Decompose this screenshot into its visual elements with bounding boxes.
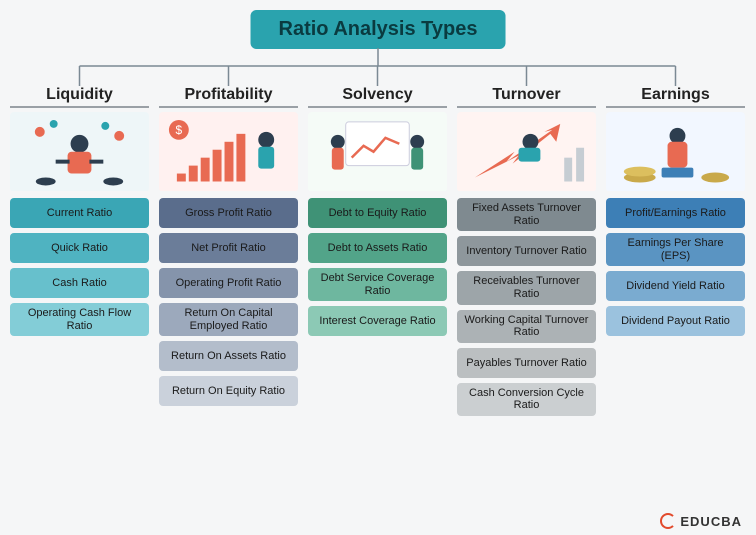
ratio-item: Debt to Equity Ratio: [308, 198, 447, 228]
ratio-item: Interest Coverage Ratio: [308, 306, 447, 336]
ratio-item: Return On Capital Employed Ratio: [159, 303, 298, 336]
ratio-item: Receivables Turnover Ratio: [457, 271, 596, 304]
ratio-item: Fixed Assets Turnover Ratio: [457, 198, 596, 231]
ratio-item: Gross Profit Ratio: [159, 198, 298, 228]
ratio-item: Dividend Payout Ratio: [606, 306, 745, 336]
ratio-list: Fixed Assets Turnover Ratio Inventory Tur…: [457, 198, 596, 416]
logo-text: EDUCBA: [680, 514, 742, 529]
ratio-list: Debt to Equity Ratio Debt to Assets Ratio…: [308, 198, 447, 336]
ratio-item: Inventory Turnover Ratio: [457, 236, 596, 266]
ratio-item: Profit/Earnings Ratio: [606, 198, 745, 228]
ratio-item: Earnings Per Share (EPS): [606, 233, 745, 266]
divider: [159, 106, 298, 108]
ratio-list: Gross Profit Ratio Net Profit Ratio Operat…: [159, 198, 298, 406]
ratio-list: Profit/Earnings Ratio Earnings Per Share …: [606, 198, 745, 336]
ratio-item: Working Capital Turnover Ratio: [457, 310, 596, 343]
ratio-item: Quick Ratio: [10, 233, 149, 263]
ratio-item: Operating Cash Flow Ratio: [10, 303, 149, 336]
illustration: [10, 112, 149, 192]
ratio-item: Payables Turnover Ratio: [457, 348, 596, 378]
column-header: Turnover: [492, 86, 560, 104]
ratio-item: Cash Ratio: [10, 268, 149, 298]
ratio-item: Current Ratio: [10, 198, 149, 228]
column-header: Solvency: [342, 86, 412, 104]
column-solvency: Solvency Debt to Equity Ratio Debt to Asse…: [308, 86, 447, 416]
illustration: [606, 112, 745, 192]
ratio-item: Debt Service Coverage Ratio: [308, 268, 447, 301]
ratio-item: Return On Assets Ratio: [159, 341, 298, 371]
divider: [308, 106, 447, 108]
ratio-item: Dividend Yield Ratio: [606, 271, 745, 301]
main-title: Ratio Analysis Types: [251, 10, 506, 49]
svg-text:$: $: [176, 123, 183, 137]
ratio-item: Operating Profit Ratio: [159, 268, 298, 298]
illustration: [457, 112, 596, 192]
illustration: [308, 112, 447, 192]
column-profitability: Profitability $ Gross Profit Ratio Net Prof…: [159, 86, 298, 416]
columns-container: Liquidity Current Ratio Quick Ratio Cash Ra…: [10, 86, 746, 416]
column-turnover: Turnover Fixed Assets Turnover Ratio Inven…: [457, 86, 596, 416]
column-header: Profitability: [184, 86, 272, 104]
column-earnings: Earnings Profit/Earnings Ratio Earnings Pe…: [606, 86, 745, 416]
brand-logo: EDUCBA: [660, 513, 742, 529]
column-header: Liquidity: [46, 86, 113, 104]
divider: [457, 106, 596, 108]
illustration: $: [159, 112, 298, 192]
ratio-item: Net Profit Ratio: [159, 233, 298, 263]
logo-icon: [660, 513, 676, 529]
divider: [10, 106, 149, 108]
column-liquidity: Liquidity Current Ratio Quick Ratio Cash Ra…: [10, 86, 149, 416]
column-header: Earnings: [641, 86, 709, 104]
ratio-item: Cash Conversion Cycle Ratio: [457, 383, 596, 416]
ratio-item: Debt to Assets Ratio: [308, 233, 447, 263]
divider: [606, 106, 745, 108]
ratio-list: Current Ratio Quick Ratio Cash Ratio Operat…: [10, 198, 149, 336]
ratio-item: Return On Equity Ratio: [159, 376, 298, 406]
